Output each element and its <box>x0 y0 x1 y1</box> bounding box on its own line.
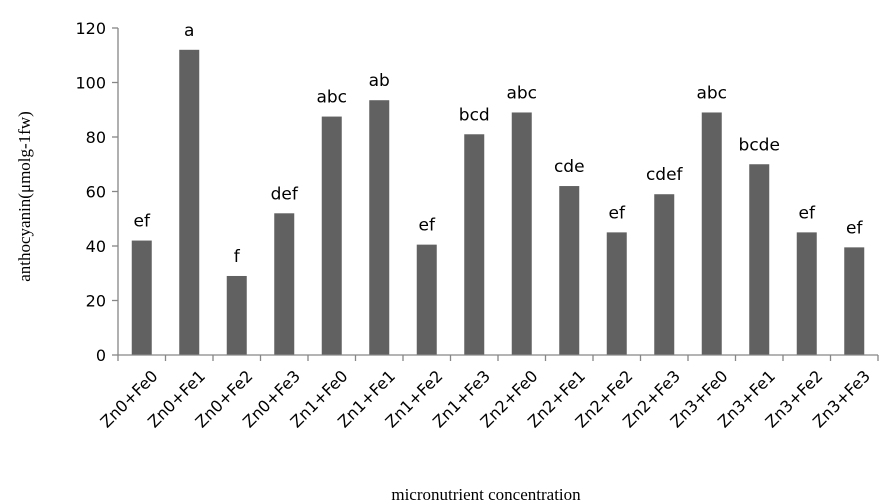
bar-significance-label: ef <box>799 203 816 223</box>
bar <box>274 213 295 355</box>
bar <box>369 100 390 356</box>
bar <box>179 49 200 356</box>
bar-significance-label: a <box>184 21 194 41</box>
bar-significance-label: def <box>271 184 299 204</box>
bar-significance-label: ef <box>419 216 436 236</box>
bar-significance-label: ef <box>609 203 626 223</box>
bar-significance-label: bcd <box>459 105 490 125</box>
bar-significance-label: ab <box>369 71 390 91</box>
bar <box>511 112 532 355</box>
bar-significance-label: abc <box>696 83 727 103</box>
bar <box>321 116 342 355</box>
bar-significance-label: cdef <box>646 165 684 185</box>
bar <box>559 186 580 355</box>
bar <box>749 164 770 355</box>
bar-significance-label: ef <box>846 218 863 238</box>
bars <box>131 49 865 356</box>
y-tick-label: 60 <box>86 183 106 202</box>
bar <box>416 244 437 355</box>
bar <box>131 240 152 355</box>
bar-significance-label: bcde <box>739 135 780 155</box>
bar <box>606 232 627 355</box>
bar <box>654 194 675 355</box>
y-axis-title: anthocyanin(μmolg-1fw) <box>15 111 34 282</box>
bar-significance-label: abc <box>316 88 347 108</box>
bar <box>844 247 865 355</box>
bar-significance-label: abc <box>506 83 537 103</box>
bar-significance-label: f <box>234 247 241 267</box>
bar <box>701 112 722 355</box>
y-tick-label: 100 <box>75 74 106 93</box>
bar-significance-label: ef <box>134 212 151 232</box>
bar <box>796 232 817 355</box>
y-tick-label: 40 <box>86 237 106 256</box>
y-tick-label: 20 <box>86 292 106 311</box>
y-tick-label: 80 <box>86 128 106 147</box>
x-axis: Zn0+Fe0Zn0+Fe1Zn0+Fe2Zn0+Fe3Zn1+Fe0Zn1+F… <box>96 354 879 431</box>
bar <box>464 134 485 355</box>
y-axis: 0 20 40 60 80 100 120 <box>75 19 119 365</box>
y-tick-label: 0 <box>96 346 106 365</box>
x-axis-title: micronutrient concentration <box>391 485 581 504</box>
bar <box>226 275 247 355</box>
bar-significance-label: cde <box>554 157 585 177</box>
y-tick-label: 120 <box>75 19 106 38</box>
